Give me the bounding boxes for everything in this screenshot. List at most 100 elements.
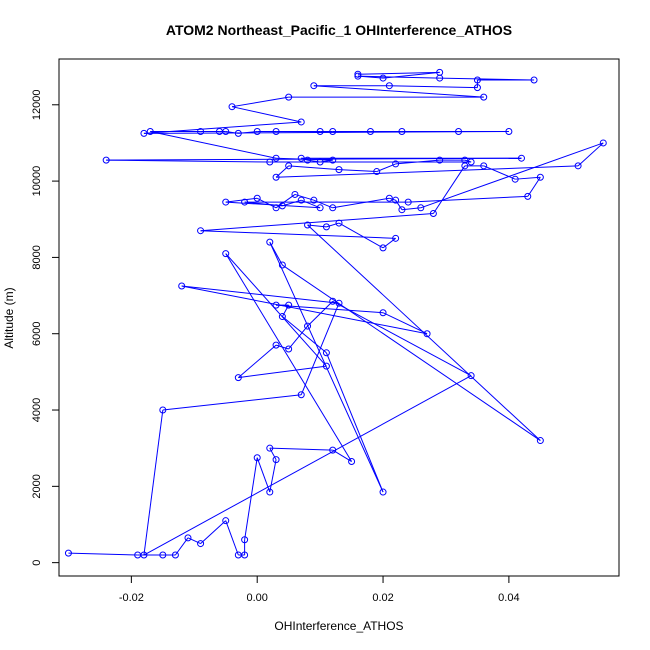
data-point [599,139,607,147]
data-point [398,127,406,135]
series-segment [143,409,164,556]
data-point [278,202,286,210]
data-point [455,127,463,135]
series-segment [332,449,352,462]
data-point [285,301,293,309]
data-point [316,158,324,166]
data-point [222,127,230,135]
series-segment [332,197,390,209]
data-point [322,223,330,231]
series-segment [288,165,340,171]
series-segment [225,253,327,367]
y-tick-label: 2000 [31,474,43,498]
y-tick-label: 6000 [31,321,43,345]
series-segment [432,165,466,214]
series-segment [200,213,434,232]
data-point [159,551,167,559]
data-point [467,158,475,166]
series-segment [382,71,440,79]
series-segment [269,447,277,460]
series-segment [288,325,308,350]
data-point [398,206,406,214]
series-segment [162,394,302,411]
data-point [184,534,192,542]
data-point [404,198,412,206]
series-segment [281,304,290,317]
data-point [480,162,488,170]
data-point [379,244,387,252]
data-point [272,341,280,349]
series-segment [269,241,384,493]
series-segment [382,237,396,249]
data-point [272,173,280,181]
data-point [272,456,280,464]
series-segment [577,142,604,167]
series-segment [68,552,138,556]
y-tick-label: 12000 [31,89,43,120]
data-point [297,196,305,204]
data-point [297,118,305,126]
data-point [379,488,387,496]
data-point [473,84,481,92]
data-point [178,282,186,290]
series-segment [175,537,189,556]
data-point [285,345,293,353]
data-point [310,82,318,90]
data-point [530,76,538,84]
x-tick-label: 0.04 [498,592,519,604]
data-point [64,549,72,557]
series-segment [150,131,277,159]
data-point [140,129,148,137]
data-point [335,299,343,307]
series-segment [307,300,334,327]
series-segment [300,303,340,395]
data-point [234,374,242,382]
series-segment [395,199,403,210]
series-segment [325,352,384,493]
data-point [461,156,469,164]
data-point [272,154,280,162]
series-segment [143,130,509,134]
data-point [329,297,337,305]
data-point [385,194,393,202]
series-segment [332,300,472,377]
data-point [329,156,337,164]
series-segment [231,96,289,108]
data-point [228,103,236,111]
data-point [159,406,167,414]
data-point [272,204,280,212]
series-segment [256,197,277,209]
data-point [266,488,274,496]
data-point [429,210,437,218]
data-point [329,446,337,454]
data-point [322,362,330,370]
x-axis: -0.02 0.00 0.02 0.04 [119,575,520,604]
y-tick-label: 10000 [31,166,43,197]
data-point [304,322,312,330]
series-segment [238,344,277,378]
data-point [266,158,274,166]
data-point [197,540,205,548]
data-point [392,160,400,168]
data-point [278,313,286,321]
data-point [297,154,305,162]
series-segment [389,85,478,89]
series-segment [238,365,327,379]
data-point [354,70,362,78]
data-point [291,190,299,198]
data-point [329,127,337,135]
data-point [392,234,400,242]
series-segment [200,230,396,239]
series-segment [256,457,271,493]
data-point [266,238,274,246]
series-segment [282,316,327,354]
series-segment [276,304,384,314]
series-segment [307,159,321,163]
data-point [297,391,305,399]
series-segment [276,165,579,178]
data-point [316,127,324,135]
data-point [505,127,513,135]
data-point [524,192,532,200]
series-segment [313,85,484,98]
data-point [536,173,544,181]
